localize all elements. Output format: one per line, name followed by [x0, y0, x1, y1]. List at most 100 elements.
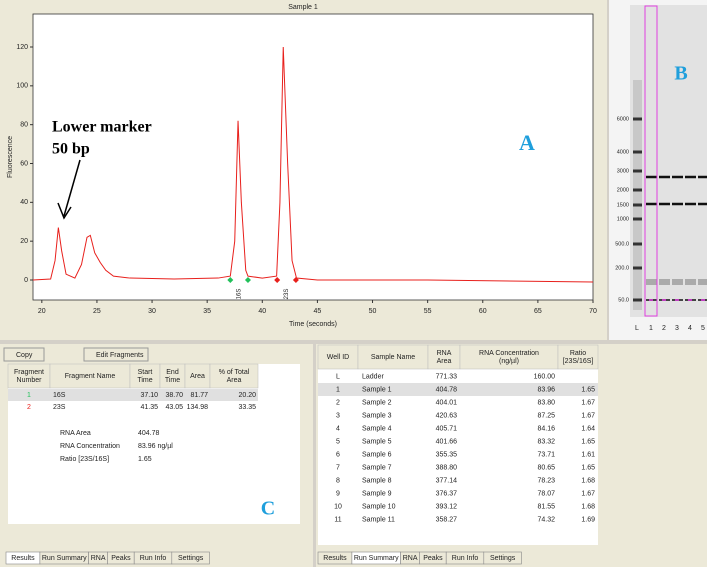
cell[interactable]: 1.67: [581, 399, 595, 406]
cell[interactable]: Sample 1: [362, 386, 392, 393]
cell[interactable]: 83.80: [537, 399, 555, 406]
cell[interactable]: 1.68: [581, 503, 595, 510]
x-tick-label: 20: [38, 308, 46, 315]
cell[interactable]: 393.12: [436, 503, 458, 510]
toolbar-text[interactable]: Copy: [16, 352, 33, 359]
cell[interactable]: 1.69: [581, 516, 595, 523]
cell[interactable]: 33.35: [238, 404, 256, 411]
cell[interactable]: 2: [336, 399, 340, 406]
tab-label[interactable]: Results: [323, 555, 347, 562]
cell[interactable]: 10: [334, 503, 342, 510]
cell[interactable]: 78.23: [537, 477, 555, 484]
cell[interactable]: 1.61: [581, 451, 595, 458]
peak-label: 16S: [237, 289, 243, 300]
cell[interactable]: Sample 2: [362, 399, 392, 406]
cell[interactable]: 1.67: [581, 412, 595, 419]
cell[interactable]: 16S: [53, 392, 66, 399]
cell[interactable]: 1.68: [581, 477, 595, 484]
cell[interactable]: 420.63: [436, 412, 458, 419]
cell[interactable]: 84.16: [537, 425, 555, 432]
sample-band: [698, 279, 707, 285]
sample-band: [672, 176, 683, 179]
cell[interactable]: 771.33: [436, 373, 458, 380]
cell[interactable]: 74.32: [537, 516, 555, 523]
cell[interactable]: 377.14: [436, 477, 458, 484]
tab-label[interactable]: Run Summary: [354, 555, 399, 562]
cell[interactable]: 6: [336, 451, 340, 458]
cell[interactable]: 9: [336, 490, 340, 497]
cell[interactable]: 11: [334, 516, 341, 523]
cell[interactable]: 404.78: [436, 386, 458, 393]
tab-label[interactable]: RNA: [403, 555, 418, 562]
peak-label: 23S: [284, 289, 290, 300]
cell[interactable]: 3: [336, 412, 340, 419]
cell[interactable]: 80.65: [537, 464, 555, 471]
cell[interactable]: Sample 5: [362, 438, 392, 445]
cell[interactable]: 81.77: [190, 392, 208, 399]
cell[interactable]: 20.20: [238, 392, 256, 399]
sample-table-bg: [318, 345, 598, 545]
cell[interactable]: 37.10: [140, 392, 158, 399]
tab-label[interactable]: Peaks: [111, 555, 131, 562]
cell[interactable]: Ladder: [362, 373, 384, 380]
cell[interactable]: Sample 4: [362, 425, 392, 432]
cell[interactable]: 376.37: [436, 490, 458, 497]
cell[interactable]: 388.80: [436, 464, 458, 471]
cell[interactable]: Sample 10: [362, 503, 396, 510]
cell[interactable]: 81.55: [537, 503, 555, 510]
toolbar-text[interactable]: Edit Fragments: [96, 352, 144, 359]
summary-label: RNA Area: [60, 430, 91, 437]
cell[interactable]: 2: [27, 404, 31, 411]
cell[interactable]: Sample 11: [362, 516, 395, 523]
cell[interactable]: 41.35: [140, 404, 158, 411]
y-tick-label: 120: [16, 44, 28, 51]
cell[interactable]: 73.71: [537, 451, 555, 458]
sample-band: [698, 176, 707, 179]
cell[interactable]: 134.98: [187, 404, 209, 411]
tab-label[interactable]: Run Info: [452, 555, 479, 562]
cell[interactable]: 87.25: [537, 412, 555, 419]
cell[interactable]: Sample 6: [362, 451, 392, 458]
tab-label[interactable]: Settings: [490, 555, 516, 562]
cell[interactable]: 1: [27, 392, 31, 399]
cell[interactable]: 1.64: [581, 425, 595, 432]
cell[interactable]: Sample 3: [362, 412, 392, 419]
cell[interactable]: 83.32: [537, 438, 555, 445]
cell[interactable]: 1.65: [581, 464, 595, 471]
cell[interactable]: 401.66: [436, 438, 458, 445]
cell[interactable]: 78.07: [537, 490, 555, 497]
cell[interactable]: 7: [336, 464, 340, 471]
cell[interactable]: 160.00: [534, 373, 556, 380]
tab-label[interactable]: Results: [11, 555, 35, 562]
tab-label[interactable]: RNA: [91, 555, 106, 562]
cell[interactable]: Sample 8: [362, 477, 392, 484]
tab-label[interactable]: Settings: [178, 555, 204, 562]
sample-band: [685, 203, 696, 206]
cell[interactable]: L: [336, 373, 340, 380]
cell[interactable]: 83.96: [537, 386, 555, 393]
cell[interactable]: 1.65: [581, 438, 595, 445]
cell[interactable]: Sample 7: [362, 464, 392, 471]
summary-value: 404.78: [138, 430, 160, 437]
column-header: Start: [138, 369, 153, 376]
cell[interactable]: 23S: [53, 404, 66, 411]
ladder-band: [633, 170, 642, 173]
annotation: 50 bp: [52, 141, 90, 158]
cell[interactable]: 38.70: [165, 392, 183, 399]
cell[interactable]: 358.27: [436, 516, 458, 523]
cell[interactable]: 1.65: [581, 386, 595, 393]
tab-label[interactable]: Run Summary: [42, 555, 87, 562]
cell[interactable]: 8: [336, 477, 340, 484]
cell[interactable]: Sample 9: [362, 490, 392, 497]
tab-label[interactable]: Peaks: [423, 555, 443, 562]
cell[interactable]: 1: [336, 386, 340, 393]
tab-label[interactable]: Run Info: [140, 555, 167, 562]
cell[interactable]: 404.01: [436, 399, 458, 406]
cell[interactable]: 43.05: [165, 404, 183, 411]
y-tick-label: 40: [20, 199, 28, 206]
cell[interactable]: 4: [336, 425, 340, 432]
cell[interactable]: 5: [336, 438, 340, 445]
cell[interactable]: 1.67: [581, 490, 595, 497]
cell[interactable]: 355.35: [436, 451, 458, 458]
cell[interactable]: 405.71: [436, 425, 458, 432]
